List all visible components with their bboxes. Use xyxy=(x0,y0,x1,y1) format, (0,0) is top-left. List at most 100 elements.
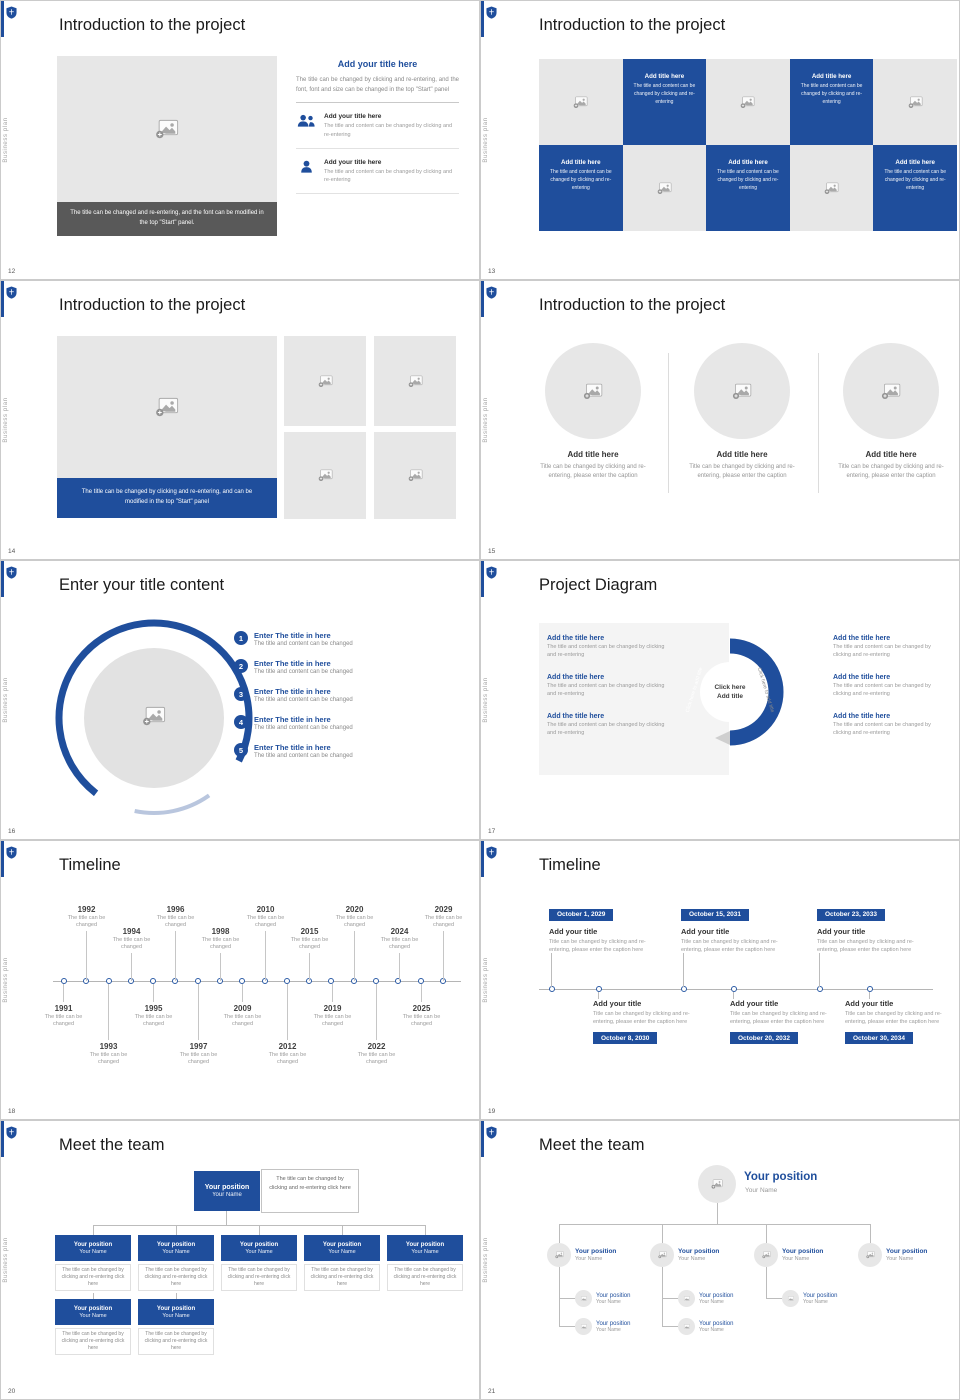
timeline-entry: 1997 The title can be changed xyxy=(176,984,221,1066)
item-text: The title and content can be changed xyxy=(254,753,353,759)
org-root-box: Your position Your Name xyxy=(194,1171,260,1211)
column-heading: Add title here xyxy=(716,450,768,459)
item-text: The title and content can be changed by … xyxy=(833,644,931,658)
divider xyxy=(818,353,819,493)
cycle-center-text: Click here Add title xyxy=(675,637,785,747)
number-bullet: 4 xyxy=(234,715,248,729)
item-heading: Add your title here xyxy=(324,113,382,121)
accent-bar xyxy=(481,841,484,877)
timeline-entry: 1991 The title can be changed xyxy=(41,984,86,1028)
diagram-item: Add the title here The title and content… xyxy=(833,713,945,738)
item-heading: Add the title here xyxy=(547,673,605,681)
slide-16-thumbnail[interactable]: Business plan Enter your title content 1… xyxy=(1,561,479,839)
tile-text: The title and content can be changed by … xyxy=(884,169,947,191)
slide-17-thumbnail[interactable]: Business plan Project Diagram Add the ti… xyxy=(481,561,959,839)
connector-line xyxy=(559,1224,870,1225)
school-crest-logo xyxy=(6,566,17,579)
connector-line xyxy=(176,1225,177,1235)
sub-position: Your position xyxy=(699,1320,734,1327)
tile-heading: Add title here xyxy=(811,73,852,80)
user-icon xyxy=(296,159,316,185)
group-heading: Add your title xyxy=(817,927,866,936)
timeline-node xyxy=(127,978,134,984)
tile-heading: Add title here xyxy=(561,159,601,166)
timeline-group: Add your title Title can be changed by c… xyxy=(845,999,959,1045)
org-member: Your position Your Name The title can be… xyxy=(221,1235,297,1291)
timeline-node xyxy=(61,978,67,984)
school-crest-logo xyxy=(6,286,17,299)
item-text: The title and content can be changed by … xyxy=(324,168,453,184)
member-note: The title can be changed by clicking and… xyxy=(55,1328,131,1355)
text-tile: Add title here The title and content can … xyxy=(622,59,707,145)
timeline-node xyxy=(239,978,246,984)
timeline-entry: 2009 The title can be changed xyxy=(220,984,265,1028)
entry-text: The title can be changed xyxy=(134,1014,173,1028)
diagram-left-items: Add the title here The title and content… xyxy=(547,635,665,738)
entry-year: 2019 xyxy=(323,1004,342,1013)
slide-title: Meet the team xyxy=(59,1136,165,1154)
sidebar-vertical-text: Business plan xyxy=(3,1237,9,1283)
connector-line xyxy=(819,953,820,987)
org-member: Your position Your Name The title can be… xyxy=(55,1235,131,1291)
school-crest-logo xyxy=(486,6,497,19)
slide-15-thumbnail[interactable]: Business plan Introduction to the projec… xyxy=(481,281,959,559)
sub-name: Your Name xyxy=(596,1298,621,1305)
entry-year: 2009 xyxy=(233,1004,252,1013)
item-text: The title and content can be changed by … xyxy=(833,721,931,736)
checkerboard-grid: Add title here The title and content can … xyxy=(539,59,957,231)
connector-line xyxy=(131,953,132,981)
entry-text: The title can be changed xyxy=(380,937,419,951)
timeline-node xyxy=(150,978,157,984)
slide-12-thumbnail[interactable]: Business plan Introduction to the projec… xyxy=(1,1,479,279)
slide-18-thumbnail[interactable]: Business plan Timeline 1992 The title ca… xyxy=(1,841,479,1119)
avatar-placeholder xyxy=(754,1243,778,1267)
accent-bar xyxy=(481,561,484,597)
slide-title: Introduction to the project xyxy=(59,296,246,314)
slide-title: Introduction to the project xyxy=(59,16,246,34)
connector-line xyxy=(559,1267,560,1327)
org-member-box: Your position Your Name xyxy=(55,1235,131,1261)
slide-19-thumbnail[interactable]: Business plan Timeline October 1, 2029 A… xyxy=(481,841,959,1119)
column-text: Title can be changed by clicking and re-… xyxy=(540,464,646,479)
image-placeholder xyxy=(57,56,277,202)
slide-21-thumbnail[interactable]: Business plan Meet the team Your positio… xyxy=(481,1121,959,1399)
timeline-top-groups: October 1, 2029 Add your title Title can… xyxy=(481,841,959,1119)
connector-line xyxy=(176,1293,177,1299)
aside-items: Add your title here The title and conten… xyxy=(296,102,459,195)
image-placeholder-tile xyxy=(706,59,790,145)
feature-column: Add title here Title can be changed by c… xyxy=(821,343,959,481)
slide-20-thumbnail[interactable]: Business plan Meet the team Your positio… xyxy=(1,1121,479,1399)
image-placeholder-icon xyxy=(573,96,588,108)
org-member: Your position Your Name The title can be… xyxy=(55,1299,131,1355)
member-note: The title can be changed by clicking and… xyxy=(221,1264,297,1291)
diagram-item: Add the title here The title and content… xyxy=(547,713,665,738)
slide-13-thumbnail[interactable]: Business plan Introduction to the projec… xyxy=(481,1,959,279)
numbered-item: 5 Enter The title in here The title and … xyxy=(234,743,464,759)
avatar-placeholder xyxy=(575,1318,592,1335)
connector-line xyxy=(766,1267,767,1299)
team-sub-member: Your position Your Name xyxy=(575,1290,630,1307)
connector-line xyxy=(86,931,87,981)
item-heading: Add the title here xyxy=(833,712,891,720)
feature-column: Add title here Title can be changed by c… xyxy=(672,343,812,481)
slide-title: Enter your title content xyxy=(59,576,225,594)
school-crest-logo xyxy=(6,6,17,19)
connector-line xyxy=(662,1267,663,1327)
diagram-item: Add the title here The title and content… xyxy=(547,674,665,699)
slide-title: Project Diagram xyxy=(539,576,658,594)
slide-14-thumbnail[interactable]: Business plan Introduction to the projec… xyxy=(1,281,479,559)
group-heading: Add your title xyxy=(593,999,642,1008)
tile-text: The title and content can be changed by … xyxy=(633,83,696,105)
image-placeholder-icon xyxy=(142,706,166,731)
member-note: The title can be changed by clicking and… xyxy=(304,1264,380,1291)
member-position: Your position xyxy=(156,1305,196,1312)
slide-number: 14 xyxy=(8,548,16,555)
connector-line xyxy=(869,992,870,999)
slide-number: 13 xyxy=(488,268,496,275)
group-heading: Add your title xyxy=(549,927,598,936)
org-member: Your position Your Name The title can be… xyxy=(304,1235,380,1291)
users-icon xyxy=(296,113,316,139)
team-sub-member: Your position Your Name xyxy=(782,1290,837,1307)
slide-number: 15 xyxy=(488,548,496,555)
member-position: Your position xyxy=(156,1241,196,1248)
